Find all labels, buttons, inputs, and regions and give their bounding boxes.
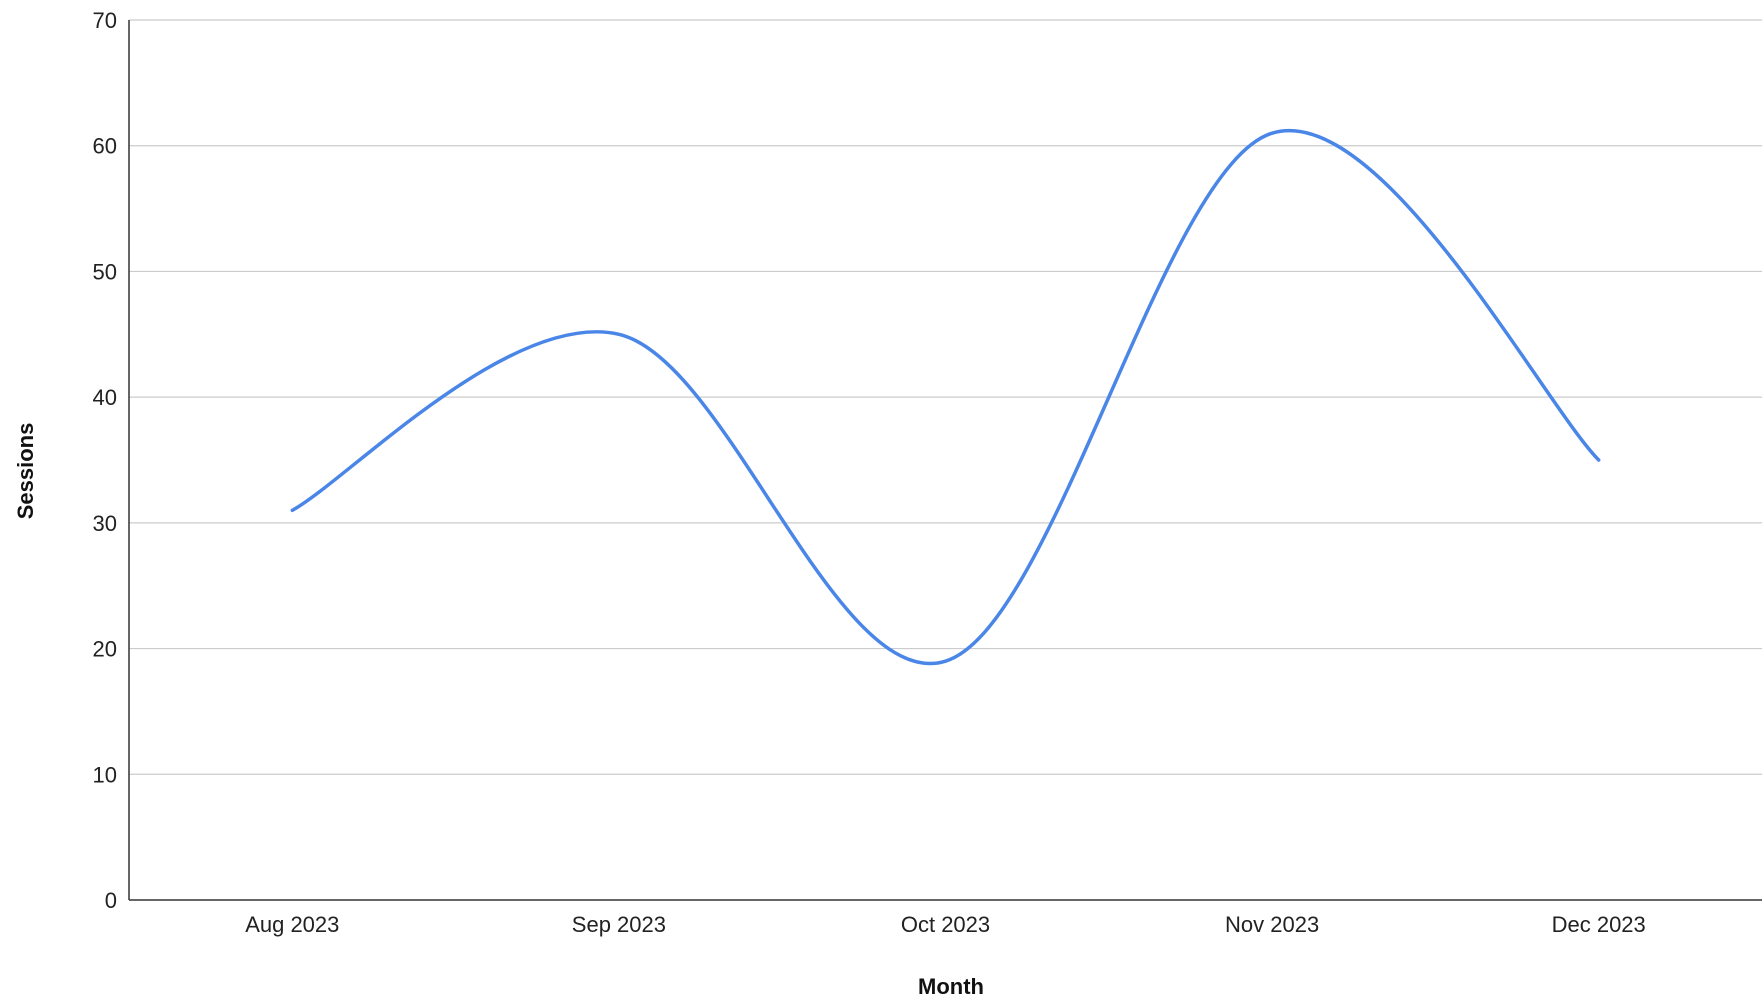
x-tick-label: Sep 2023 xyxy=(572,912,666,937)
series-layer xyxy=(290,128,1601,666)
y-tick-label: 50 xyxy=(93,259,117,284)
axes xyxy=(128,20,1762,901)
gridlines xyxy=(129,19,1762,775)
x-axis-title: Month xyxy=(918,974,984,999)
x-tick-label: Nov 2023 xyxy=(1225,912,1319,937)
y-tick-label: 70 xyxy=(93,8,117,33)
x-tick-label: Oct 2023 xyxy=(901,912,990,937)
x-tick-labels: Aug 2023 Sep 2023 Oct 2023 Nov 2023 Dec 2023 xyxy=(245,912,1646,937)
x-tick-label: Aug 2023 xyxy=(245,912,339,937)
y-tick-label: 30 xyxy=(93,511,117,536)
x-tick-label: Dec 2023 xyxy=(1552,912,1646,937)
y-tick-label: 20 xyxy=(93,637,117,662)
y-tick-label: 10 xyxy=(93,762,117,787)
series-line xyxy=(290,128,1601,666)
y-tick-label: 60 xyxy=(93,134,117,159)
y-axis-title: Sessions xyxy=(13,423,38,520)
y-tick-label: 40 xyxy=(93,385,117,410)
y-tick-labels: 0 10 20 30 40 50 60 70 xyxy=(93,8,117,913)
y-tick-label: 0 xyxy=(105,888,117,913)
